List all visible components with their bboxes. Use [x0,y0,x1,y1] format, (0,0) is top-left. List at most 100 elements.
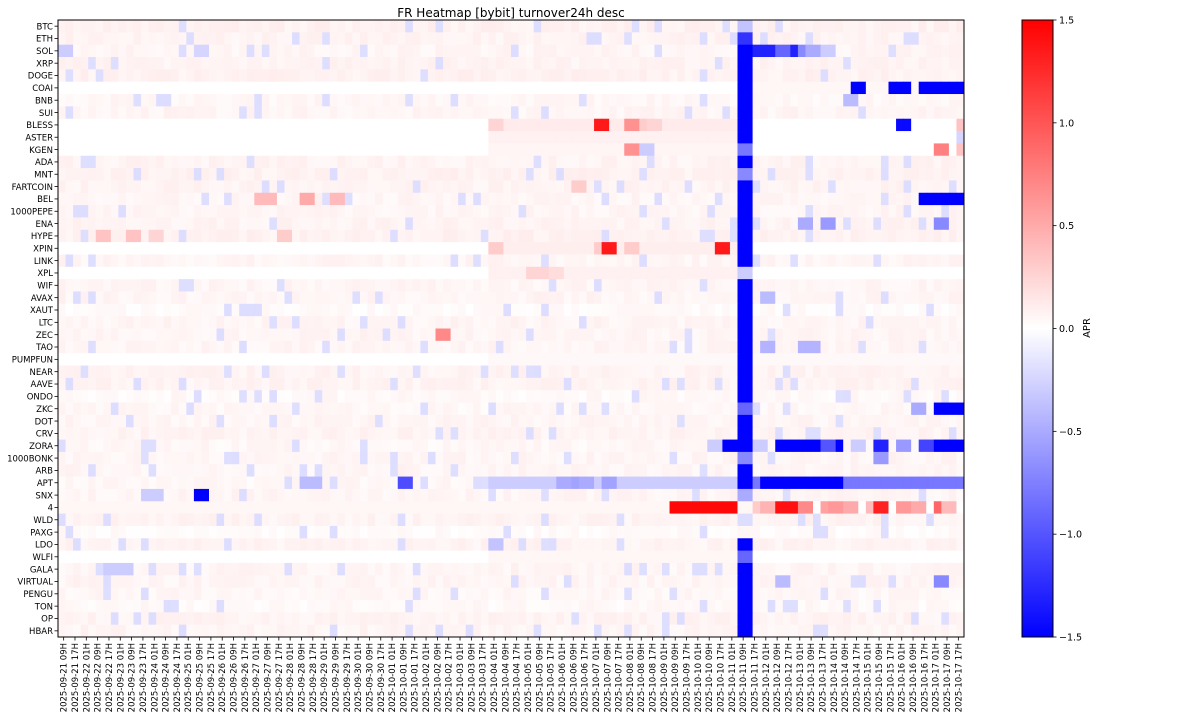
heatmap-cell [941,57,950,70]
heatmap-cell [707,81,716,95]
heatmap-cell [88,365,97,379]
heatmap-cell [699,488,708,502]
heatmap-cell [948,279,957,292]
heatmap-cell [450,488,459,502]
heatmap-cell [193,94,202,107]
heatmap-cell [125,118,134,132]
heatmap-cell [443,44,451,58]
heatmap-cell [261,501,270,514]
heatmap-cell [405,328,414,342]
heatmap-cell [669,328,678,342]
heatmap-cell [80,131,89,144]
heatmap-cell [503,242,512,255]
heatmap-cell [367,476,376,490]
heatmap-cell [601,328,610,342]
heatmap-cell [865,291,874,305]
heatmap-cell [624,291,633,305]
heatmap-cell [329,451,338,465]
heatmap-cell [148,32,157,46]
heatmap-cell [178,451,187,465]
heatmap-cell [820,168,829,181]
heatmap-cell [201,143,210,157]
heatmap-cell [193,316,202,329]
heatmap-cell [246,118,255,132]
heatmap-cell [337,488,346,502]
heatmap-cell [488,205,497,218]
heatmap-cell [397,303,406,317]
heatmap-cell [329,266,338,280]
heatmap-cell [797,155,806,169]
heatmap-cell [443,439,451,453]
heatmap-cell [201,69,210,83]
heatmap-cell [511,340,519,354]
heatmap-cell [563,390,572,403]
heatmap-cell [654,131,663,144]
heatmap-cell [571,353,580,366]
heatmap-cell [820,340,829,354]
heatmap-cell [427,316,436,329]
heatmap-cell [344,217,353,231]
heatmap-cell [835,402,844,416]
heatmap-cell [118,94,127,107]
heatmap-cell [646,44,655,58]
heatmap-cell [699,155,708,169]
heatmap-cell [752,168,761,181]
heatmap-cell [813,44,821,58]
heatmap-cell [601,242,610,255]
heatmap-cell [473,414,482,428]
heatmap-cell [465,254,474,268]
heatmap-cell [488,242,497,255]
heatmap-cell [669,118,678,132]
heatmap-cell [850,168,859,181]
heatmap-cell [427,57,436,70]
heatmap-cell [865,81,874,95]
heatmap-cell [692,488,701,502]
heatmap-cell [352,266,361,280]
heatmap-cell [65,254,74,268]
heatmap-cell [329,464,338,477]
heatmap-cell [390,365,399,379]
heatmap-cell [503,377,512,391]
heatmap-cell [563,229,572,243]
heatmap-cell [480,20,489,33]
heatmap-cell [548,464,557,477]
heatmap-cell [322,118,331,132]
heatmap-cell [201,414,210,428]
heatmap-cell [790,131,799,144]
heatmap-cell [533,451,542,465]
heatmap-cell [186,44,195,58]
heatmap-cell [677,377,686,391]
heatmap-cell [88,242,97,255]
heatmap-cell [662,242,670,255]
heatmap-cell [73,525,82,539]
heatmap-cell [216,279,225,292]
heatmap-cell [533,94,542,107]
heatmap-cell [933,118,942,132]
heatmap-cell [322,81,331,95]
heatmap-cell [412,439,421,453]
heatmap-cell [103,180,112,194]
heatmap-cell [344,205,353,218]
heatmap-cell [548,143,557,157]
heatmap-cell [646,451,655,465]
heatmap-cell [352,143,361,157]
heatmap-cell [73,69,82,83]
heatmap-cell [465,488,474,502]
heatmap-cell [533,414,542,428]
heatmap-cell [911,377,920,391]
heatmap-cell [707,513,716,527]
heatmap-cell [858,217,867,231]
heatmap-cell [880,464,889,477]
heatmap-cell [367,81,376,95]
heatmap-cell [926,353,935,366]
heatmap-cell [178,279,187,292]
heatmap-cell [586,217,595,231]
heatmap-cell [382,414,391,428]
heatmap-cell [193,266,202,280]
heatmap-cell [209,118,217,132]
heatmap-cell [435,291,444,305]
heatmap-cell [586,192,595,206]
heatmap-cell [699,476,708,490]
heatmap-cell [80,32,89,46]
heatmap-cell [865,451,874,465]
